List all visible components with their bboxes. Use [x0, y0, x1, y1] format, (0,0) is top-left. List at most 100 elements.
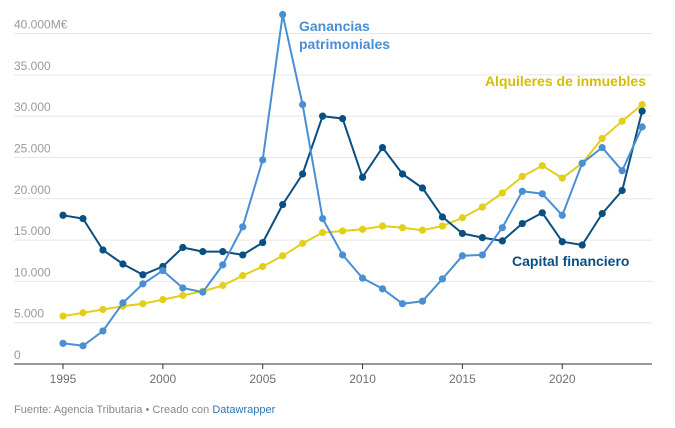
data-point-alquileres-2017	[498, 189, 506, 197]
series-label-alquileres: Alquileres de inmuebles	[485, 73, 646, 89]
data-point-capital-1997	[99, 246, 107, 254]
data-point-ganancias-2001	[179, 284, 187, 292]
data-point-ganancias-2004	[239, 223, 247, 231]
data-point-ganancias-2000	[159, 267, 167, 275]
data-point-capital-2009	[338, 115, 347, 123]
data-point-capital-2007	[299, 170, 307, 178]
data-point-capital-2002	[199, 248, 207, 256]
y-tick-label-35000: 35.000	[14, 59, 51, 73]
data-point-alquileres-2023	[618, 117, 626, 125]
data-point-capital-2020	[558, 238, 566, 246]
y-tick-label-20000: 20.000	[14, 183, 51, 197]
data-point-ganancias-2009	[338, 251, 347, 259]
x-tick-label-2005: 2005	[249, 372, 276, 386]
data-point-alquileres-2016	[478, 203, 486, 211]
data-point-ganancias-2014	[438, 275, 447, 283]
data-point-alquileres-2006	[279, 252, 287, 260]
data-point-alquileres-2022	[598, 134, 606, 143]
data-point-capital-2019	[538, 209, 546, 217]
data-point-capital-2018	[518, 219, 526, 228]
x-tick-label-2020: 2020	[549, 372, 576, 386]
data-point-ganancias-1996	[79, 342, 87, 350]
data-point-ganancias-2019	[538, 190, 546, 198]
data-point-alquileres-1999	[139, 300, 147, 308]
series-ganancias	[59, 10, 646, 350]
data-point-capital-2024	[638, 107, 646, 115]
data-point-ganancias-2013	[418, 297, 427, 305]
y-tick-label-40000: 40.000M€	[14, 18, 68, 32]
data-point-alquileres-2020	[558, 174, 566, 182]
x-tick-label-2000: 2000	[149, 372, 176, 386]
data-point-capital-2010	[358, 173, 367, 181]
data-point-alquileres-2000	[159, 295, 167, 304]
data-point-ganancias-2007	[299, 100, 307, 109]
data-point-capital-2023	[618, 186, 626, 195]
data-point-capital-2021	[578, 241, 586, 249]
data-point-alquileres-2018	[518, 172, 526, 181]
data-point-ganancias-2010	[358, 274, 367, 282]
series-capital	[59, 107, 646, 279]
footer-brand-link[interactable]: Datawrapper	[212, 404, 276, 416]
data-point-alquileres-2004	[239, 271, 247, 280]
data-point-alquileres-2015	[458, 214, 466, 222]
series-line-capital	[62, 110, 644, 276]
x-tick-label-2015: 2015	[449, 372, 476, 386]
data-point-capital-2017	[498, 237, 506, 245]
data-point-ganancias-1998	[119, 299, 127, 307]
data-point-ganancias-2024	[638, 123, 646, 131]
y-tick-label-5000: 5.000	[14, 307, 44, 321]
data-point-capital-1998	[119, 260, 127, 268]
x-tick-label-2010: 2010	[349, 372, 376, 386]
data-point-alquileres-2024	[638, 100, 646, 109]
data-point-alquileres-2010	[358, 225, 367, 233]
data-point-ganancias-1999	[139, 280, 147, 288]
data-point-alquileres-2007	[299, 239, 307, 247]
y-tick-label-25000: 25.000	[14, 141, 51, 155]
data-point-ganancias-2016	[478, 251, 486, 259]
data-point-ganancias-2011	[378, 285, 387, 293]
y-tick-label-30000: 30.000	[14, 100, 51, 114]
data-point-ganancias-2021	[578, 159, 586, 167]
data-point-ganancias-2003	[219, 261, 227, 269]
data-point-alquileres-2001	[179, 291, 187, 300]
data-point-capital-2003	[219, 248, 227, 256]
data-point-ganancias-2018	[518, 187, 526, 195]
series-line-alquileres	[62, 103, 644, 318]
y-tick-label-10000: 10.000	[14, 265, 51, 279]
data-point-ganancias-2006	[279, 10, 287, 19]
x-axis-ticks: 1995 2000 2005 2010 2015 2020	[50, 364, 576, 386]
series	[59, 10, 646, 350]
footer: Fuente: Agencia Tributaria • Creado con …	[14, 404, 275, 416]
series-label-ganancias-line2: patrimoniales	[299, 36, 390, 52]
data-point-alquileres-2013	[418, 226, 427, 234]
data-point-capital-2016	[478, 233, 486, 242]
data-point-alquileres-2009	[338, 227, 347, 235]
data-point-ganancias-2008	[319, 214, 327, 223]
data-point-capital-2006	[279, 200, 287, 209]
data-point-capital-2012	[398, 170, 407, 178]
data-point-ganancias-2022	[598, 143, 606, 152]
data-point-capital-1996	[79, 214, 87, 223]
data-point-alquileres-1997	[99, 305, 107, 314]
data-point-ganancias-2015	[458, 252, 466, 260]
x-tick-label-1995: 1995	[50, 372, 77, 386]
data-point-ganancias-1995	[59, 339, 67, 347]
series-label-ganancias-line1: Ganancias	[299, 18, 370, 34]
data-point-ganancias-2023	[618, 167, 626, 175]
data-point-capital-2001	[179, 243, 187, 252]
y-tick-label-15000: 15.000	[14, 224, 51, 238]
data-point-alquileres-2005	[259, 262, 267, 271]
footer-source: Fuente: Agencia Tributaria • Creado con	[14, 404, 213, 416]
series-line-ganancias	[62, 13, 644, 347]
data-point-alquileres-1995	[59, 312, 67, 320]
line-chart: 0 5.000 10.000 15.000 20.000 25.000 30.000 35.0…	[14, 10, 652, 386]
data-point-capital-2008	[319, 112, 327, 120]
data-point-alquileres-2008	[319, 229, 327, 237]
data-point-ganancias-2012	[398, 300, 407, 308]
data-point-capital-2014	[438, 213, 447, 221]
data-point-capital-1995	[59, 211, 67, 219]
data-point-capital-2015	[458, 229, 466, 238]
data-point-alquileres-2012	[398, 224, 407, 232]
data-point-ganancias-2005	[259, 156, 267, 164]
gridlines	[14, 33, 652, 365]
